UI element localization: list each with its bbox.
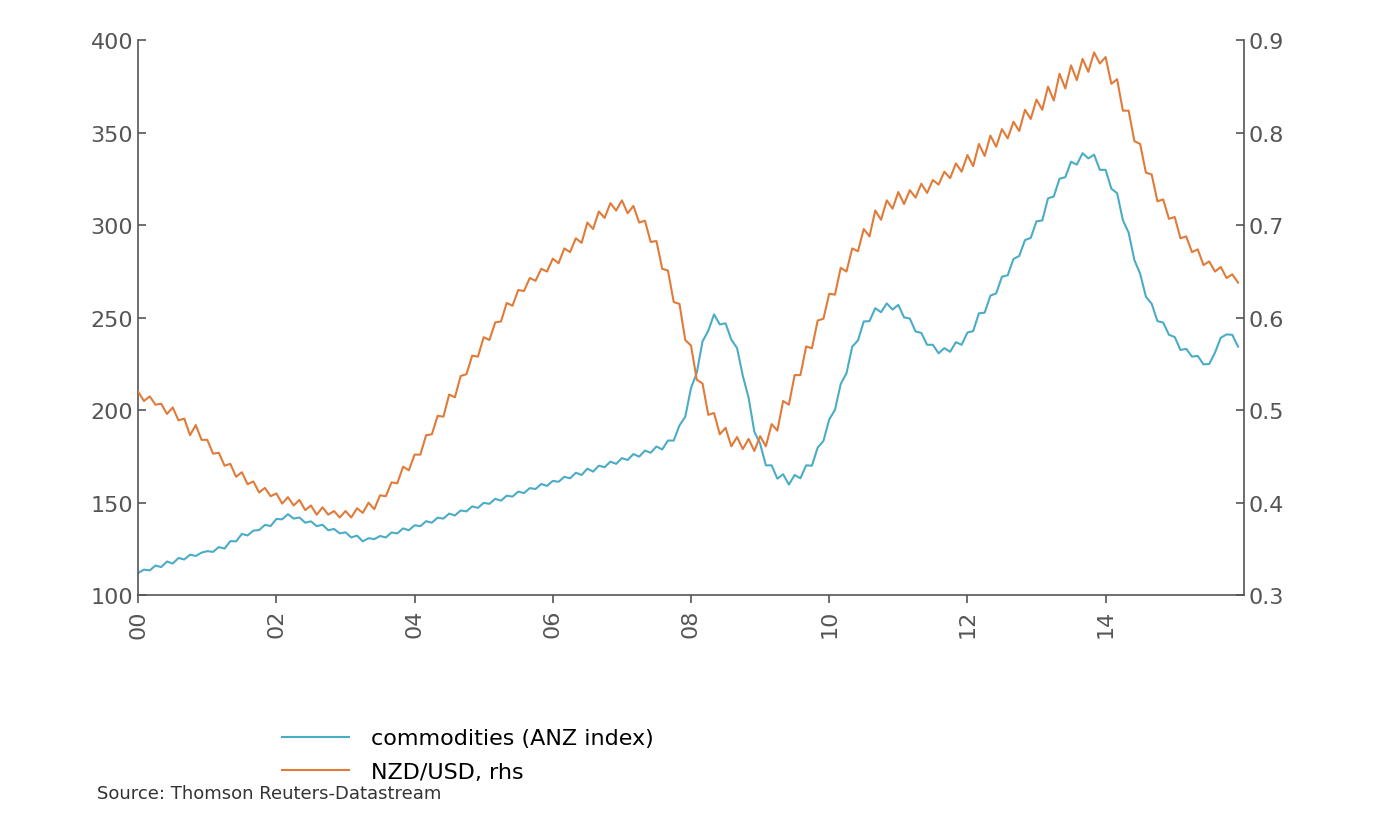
commodities (ANZ index) — [1230, 342, 1247, 352]
Line: commodities (ANZ index): commodities (ANZ index) — [138, 154, 1238, 573]
Text: Source: Thomson Reuters-Datastream: Source: Thomson Reuters-Datastream — [97, 784, 441, 802]
Legend: commodities (ANZ index), NZD/USD, rhs: commodities (ANZ index), NZD/USD, rhs — [282, 729, 654, 782]
NZD/USD, rhs — [763, 419, 779, 429]
commodities (ANZ index) — [130, 568, 146, 578]
NZD/USD, rhs — [826, 290, 843, 300]
commodities (ANZ index) — [574, 471, 590, 480]
commodities (ANZ index) — [585, 467, 601, 477]
NZD/USD, rhs — [1086, 49, 1103, 59]
NZD/USD, rhs — [332, 513, 348, 523]
commodities (ANZ index) — [263, 521, 279, 531]
NZD/USD, rhs — [579, 218, 596, 228]
NZD/USD, rhs — [263, 492, 279, 502]
commodities (ANZ index) — [1074, 149, 1090, 159]
NZD/USD, rhs — [590, 208, 607, 218]
NZD/USD, rhs — [1230, 279, 1247, 289]
Line: NZD/USD, rhs: NZD/USD, rhs — [138, 54, 1238, 518]
NZD/USD, rhs — [688, 375, 705, 385]
NZD/USD, rhs — [130, 387, 146, 397]
commodities (ANZ index) — [683, 384, 699, 394]
commodities (ANZ index) — [757, 461, 774, 471]
commodities (ANZ index) — [821, 415, 837, 425]
